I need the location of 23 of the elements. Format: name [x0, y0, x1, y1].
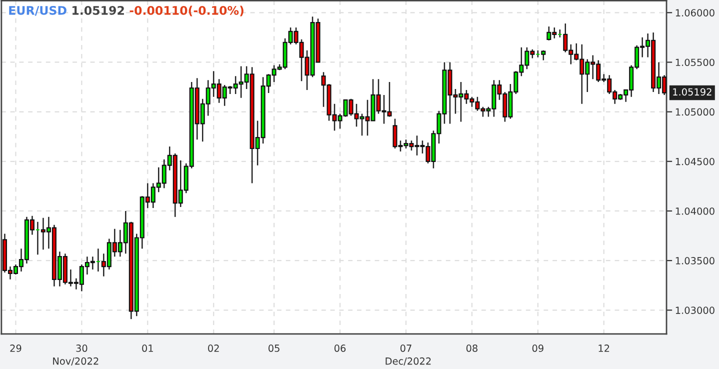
x-tick-label: 12 — [598, 344, 610, 352]
x-tick-label: 07 — [400, 344, 412, 352]
text: Dec/2022 — [386, 357, 431, 366]
text: 1.05192 — [673, 88, 712, 96]
annotation: -0.00110(-0.10%) — [130, 6, 244, 16]
x-tick-label: 29 — [10, 344, 22, 352]
x-tick-label: 06 — [334, 344, 346, 352]
y-tick-label: 1.03000 — [676, 306, 714, 314]
y-tick-label: 1.06000 — [676, 9, 714, 16]
chart-title: EUR/USD — [9, 6, 66, 16]
y-tick-label: 1.05000 — [676, 108, 714, 116]
x-tick-label: 08 — [466, 344, 478, 352]
x-tick-label: 30 — [76, 344, 88, 352]
x-tick-label: 09 — [532, 344, 544, 352]
y-tick-label: 1.04000 — [676, 207, 714, 215]
x-tick-label: 01 — [142, 344, 153, 352]
y-tick-label: 1.05500 — [676, 58, 714, 66]
x-tick-label: 05 — [268, 344, 280, 352]
x-tick-label: 02 — [208, 344, 219, 352]
text: Nov/2022 — [53, 357, 98, 366]
y-tick-label: 1.03500 — [676, 257, 714, 264]
y-tick-label: 1.04500 — [676, 158, 714, 166]
chart-subtitle: 1.05192 — [72, 6, 124, 15]
